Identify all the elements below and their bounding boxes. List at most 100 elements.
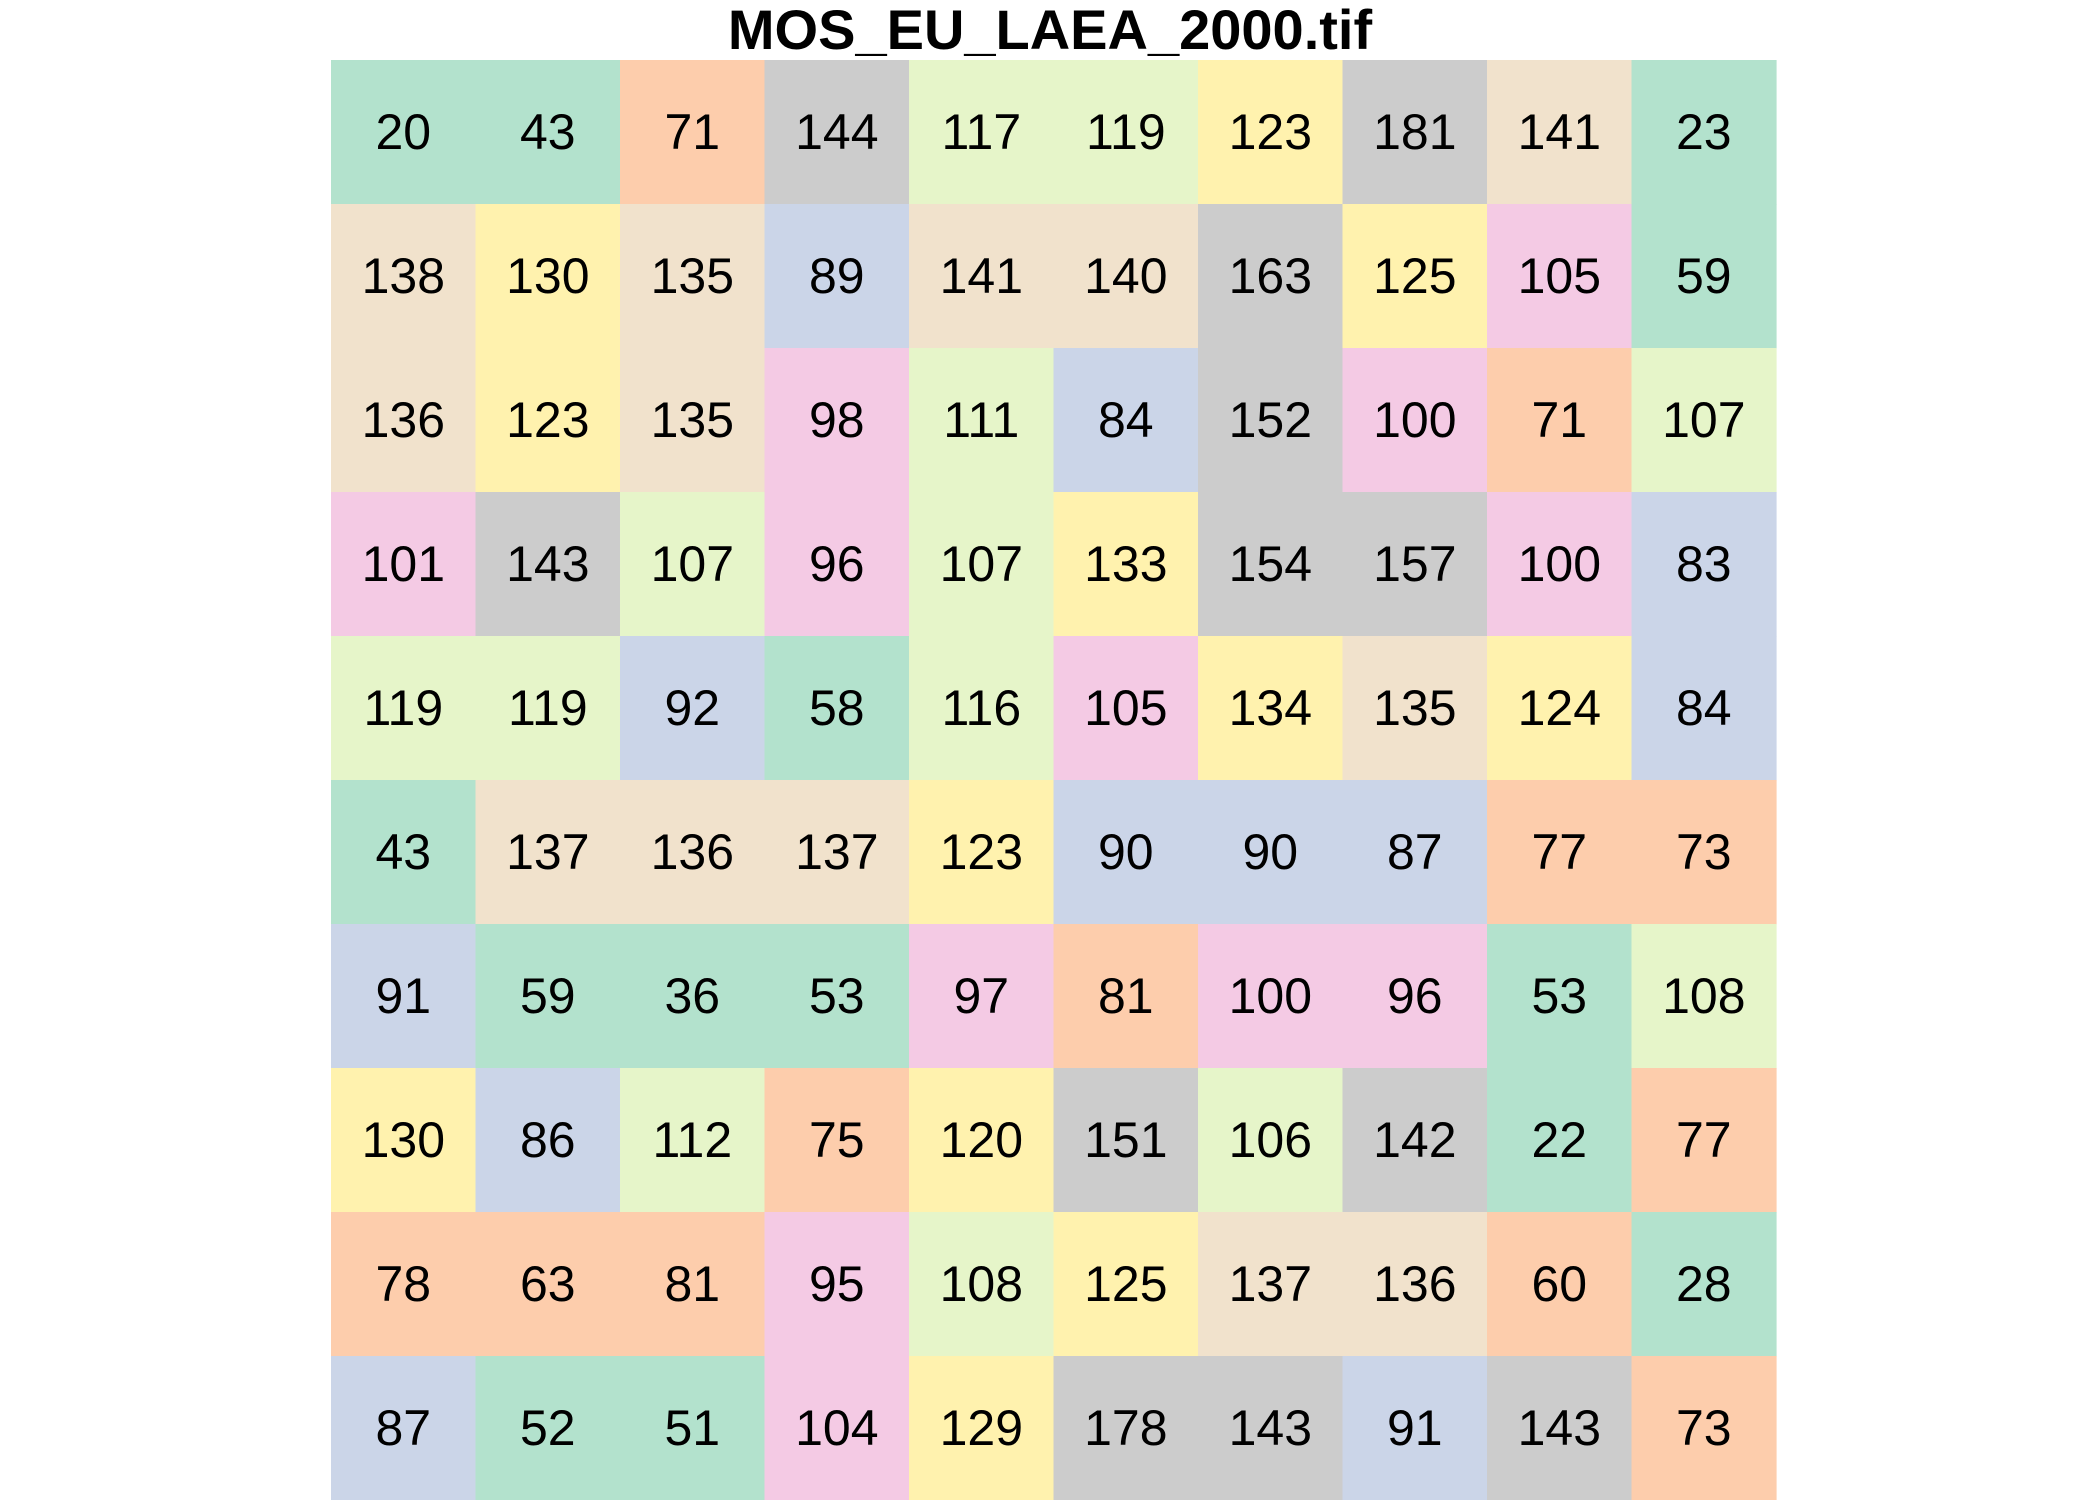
cell-value-label: 157 xyxy=(1373,536,1456,592)
cell-value-label: 59 xyxy=(520,968,576,1024)
raster-cell xyxy=(1198,1356,1344,1500)
cell-value-label: 73 xyxy=(1676,824,1732,880)
cell-value-label: 100 xyxy=(1373,392,1456,448)
raster-cell xyxy=(475,636,621,781)
cell-value-label: 108 xyxy=(1662,968,1745,1024)
cell-value-label: 136 xyxy=(362,392,445,448)
raster-cell xyxy=(1198,348,1344,493)
cell-value-label: 137 xyxy=(795,824,878,880)
cell-value-label: 134 xyxy=(1229,680,1312,736)
raster-cell xyxy=(475,348,621,493)
cell-value-label: 53 xyxy=(809,968,865,1024)
cell-value-label: 77 xyxy=(1676,1112,1732,1168)
raster-cell xyxy=(1053,1068,1199,1213)
raster-cell xyxy=(331,780,477,925)
raster-cell xyxy=(475,780,621,925)
cell-value-label: 130 xyxy=(506,248,589,304)
raster-cell xyxy=(909,924,1055,1069)
cell-value-label: 89 xyxy=(809,248,865,304)
cell-value-label: 78 xyxy=(375,1256,431,1312)
raster-cell xyxy=(764,780,910,925)
raster-cell xyxy=(764,636,910,781)
raster-cell xyxy=(1342,60,1488,205)
raster-cell xyxy=(909,1212,1055,1357)
raster-cell xyxy=(331,60,477,205)
cell-value-label: 84 xyxy=(1676,680,1732,736)
cell-value-label: 92 xyxy=(664,680,720,736)
cell-value-label: 135 xyxy=(651,392,734,448)
cell-value-label: 119 xyxy=(363,680,443,736)
raster-cell xyxy=(331,1068,477,1213)
cell-value-label: 98 xyxy=(809,392,865,448)
cell-value-label: 136 xyxy=(651,824,734,880)
raster-cell xyxy=(1053,60,1199,205)
raster-cell xyxy=(1053,780,1199,925)
cell-value-label: 53 xyxy=(1531,968,1587,1024)
raster-cell xyxy=(1198,1212,1344,1357)
cell-value-label: 135 xyxy=(1373,680,1456,736)
cell-value-label: 143 xyxy=(1518,1400,1601,1456)
cell-value-label: 75 xyxy=(809,1112,865,1168)
cell-labels: 20 43 71 144 117 119 123 181 141 23 138 130 135 89 141… xyxy=(362,104,1746,1456)
raster-cell xyxy=(620,1356,766,1500)
raster-cell xyxy=(1198,60,1344,205)
raster-cell xyxy=(1342,780,1488,925)
cell-value-label: 90 xyxy=(1242,824,1298,880)
raster-cell xyxy=(331,636,477,781)
raster-cell xyxy=(475,1212,621,1357)
cell-value-label: 28 xyxy=(1676,1256,1732,1312)
cell-value-label: 71 xyxy=(664,104,720,160)
cell-value-label: 129 xyxy=(940,1400,1023,1456)
cell-value-label: 63 xyxy=(520,1256,576,1312)
cell-value-label: 111 xyxy=(943,392,1019,448)
raster-cell xyxy=(1342,348,1488,493)
raster-cell xyxy=(1487,924,1633,1069)
cell-value-label: 59 xyxy=(1676,248,1732,304)
raster-cell xyxy=(764,1068,910,1213)
cell-value-label: 163 xyxy=(1229,248,1312,304)
raster-cell xyxy=(331,1212,477,1357)
raster-cell xyxy=(1631,60,1777,205)
cell-value-label: 141 xyxy=(1518,104,1601,160)
raster-cell xyxy=(331,924,477,1069)
raster-cell xyxy=(475,924,621,1069)
raster-cell xyxy=(331,348,477,493)
raster-cell xyxy=(909,60,1055,205)
cell-value-label: 123 xyxy=(506,392,589,448)
cell-value-label: 97 xyxy=(953,968,1009,1024)
cell-value-label: 51 xyxy=(664,1400,720,1456)
raster-cell xyxy=(1487,1068,1633,1213)
cell-value-label: 90 xyxy=(1098,824,1154,880)
cell-value-label: 20 xyxy=(375,104,431,160)
raster-cell xyxy=(1053,204,1199,349)
cell-value-label: 119 xyxy=(508,680,588,736)
cell-value-label: 105 xyxy=(1518,248,1601,304)
cell-value-label: 143 xyxy=(1229,1400,1312,1456)
raster-cell xyxy=(909,780,1055,925)
raster-cell xyxy=(764,204,910,349)
cell-value-label: 130 xyxy=(362,1112,445,1168)
cell-value-label: 138 xyxy=(362,248,445,304)
raster-cell xyxy=(1631,1068,1777,1213)
raster-cell xyxy=(909,204,1055,349)
cell-value-label: 87 xyxy=(375,1400,431,1456)
cell-value-label: 136 xyxy=(1373,1256,1456,1312)
raster-cell xyxy=(1342,636,1488,781)
cell-value-label: 52 xyxy=(520,1400,576,1456)
raster-cell xyxy=(764,492,910,637)
cell-value-label: 71 xyxy=(1531,392,1587,448)
raster-cell xyxy=(1342,492,1488,637)
raster-cell xyxy=(1053,492,1199,637)
raster-cells xyxy=(331,60,1777,1500)
cell-value-label: 135 xyxy=(651,248,734,304)
raster-cell xyxy=(1198,204,1344,349)
raster-cell xyxy=(909,1356,1055,1500)
cell-value-label: 83 xyxy=(1676,536,1732,592)
raster-cell xyxy=(620,636,766,781)
raster-cell xyxy=(1487,1356,1633,1500)
raster-cell xyxy=(1342,204,1488,349)
raster-cell xyxy=(475,492,621,637)
raster-cell xyxy=(475,1356,621,1500)
cell-value-label: 124 xyxy=(1518,680,1601,736)
